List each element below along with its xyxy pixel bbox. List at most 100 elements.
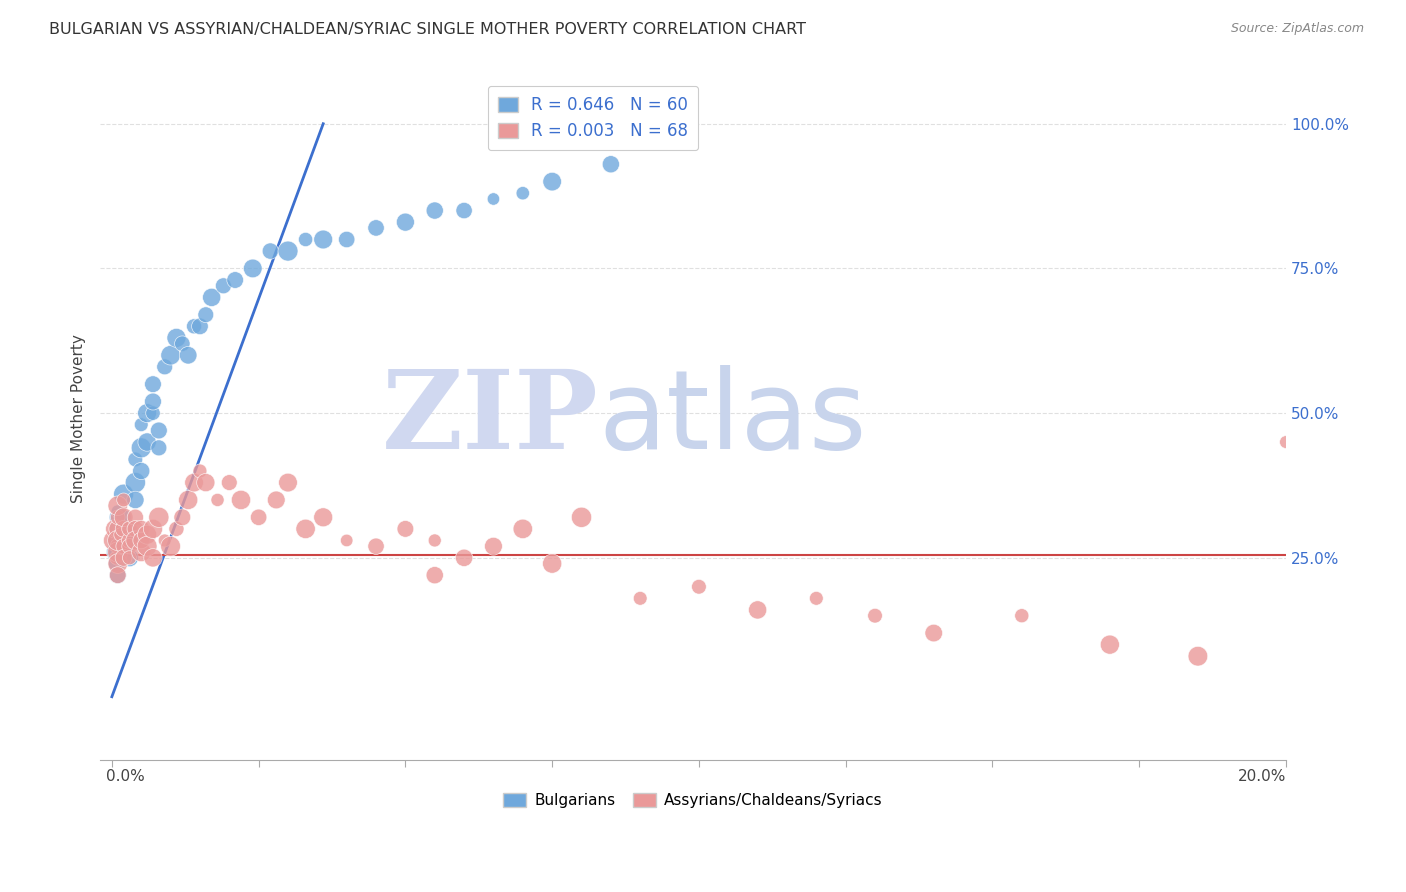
Text: 0.0%: 0.0%	[105, 769, 145, 784]
Point	[599, 157, 621, 171]
Point	[394, 522, 416, 536]
Point	[423, 568, 446, 582]
Point	[172, 510, 194, 524]
Point	[104, 522, 127, 536]
Point	[153, 533, 176, 548]
Point	[482, 192, 505, 206]
Point	[124, 522, 146, 536]
Point	[136, 539, 159, 553]
Point	[172, 336, 194, 351]
Point	[453, 550, 475, 565]
Point	[423, 533, 446, 548]
Point	[229, 492, 252, 507]
Text: atlas: atlas	[598, 366, 866, 473]
Point	[688, 580, 710, 594]
Point	[541, 557, 564, 571]
Point	[112, 539, 135, 553]
Point	[264, 492, 287, 507]
Point	[107, 568, 129, 582]
Point	[1011, 608, 1033, 623]
Point	[136, 406, 159, 420]
Point	[259, 244, 281, 258]
Point	[107, 504, 129, 518]
Point	[453, 203, 475, 218]
Point	[107, 533, 129, 548]
Point	[136, 527, 159, 541]
Point	[294, 232, 316, 246]
Point	[104, 545, 127, 559]
Point	[148, 441, 170, 455]
Point	[194, 475, 217, 490]
Point	[142, 394, 165, 409]
Point	[112, 550, 135, 565]
Point	[148, 424, 170, 438]
Point	[112, 510, 135, 524]
Point	[118, 539, 141, 553]
Point	[104, 539, 127, 553]
Point	[482, 539, 505, 553]
Point	[129, 522, 152, 536]
Point	[118, 522, 141, 536]
Point	[658, 134, 681, 148]
Point	[242, 261, 264, 276]
Point	[118, 539, 141, 553]
Point	[218, 475, 240, 490]
Point	[312, 232, 335, 246]
Point	[112, 510, 135, 524]
Text: ZIP: ZIP	[381, 366, 598, 473]
Point	[103, 533, 125, 548]
Point	[124, 510, 146, 524]
Point	[394, 215, 416, 229]
Point	[247, 510, 270, 524]
Point	[107, 550, 129, 565]
Point	[105, 557, 128, 571]
Point	[277, 475, 299, 490]
Point	[107, 545, 129, 559]
Point	[110, 533, 132, 548]
Point	[747, 603, 769, 617]
Point	[142, 406, 165, 420]
Point	[1275, 435, 1298, 450]
Point	[118, 527, 141, 541]
Point	[571, 510, 593, 524]
Point	[112, 522, 135, 536]
Point	[118, 522, 141, 536]
Text: BULGARIAN VS ASSYRIAN/CHALDEAN/SYRIAC SINGLE MOTHER POVERTY CORRELATION CHART: BULGARIAN VS ASSYRIAN/CHALDEAN/SYRIAC SI…	[49, 22, 806, 37]
Y-axis label: Single Mother Poverty: Single Mother Poverty	[72, 334, 86, 503]
Point	[104, 550, 127, 565]
Point	[107, 522, 129, 536]
Point	[224, 273, 246, 287]
Point	[165, 522, 187, 536]
Point	[512, 186, 534, 201]
Point	[277, 244, 299, 258]
Point	[142, 550, 165, 565]
Point	[107, 510, 129, 524]
Point	[112, 527, 135, 541]
Point	[177, 348, 200, 362]
Point	[207, 492, 229, 507]
Point	[922, 626, 945, 640]
Legend: Bulgarians, Assyrians/Chaldeans/Syriacs: Bulgarians, Assyrians/Chaldeans/Syriacs	[498, 787, 889, 814]
Point	[212, 278, 235, 293]
Point	[142, 377, 165, 392]
Point	[183, 319, 205, 334]
Point	[124, 533, 146, 548]
Point	[512, 522, 534, 536]
Point	[177, 492, 200, 507]
Point	[159, 539, 181, 553]
Point	[112, 487, 135, 501]
Point	[124, 475, 146, 490]
Point	[112, 539, 135, 553]
Point	[124, 492, 146, 507]
Point	[107, 522, 129, 536]
Point	[107, 533, 129, 548]
Point	[129, 417, 152, 432]
Point	[118, 533, 141, 548]
Point	[148, 510, 170, 524]
Point	[118, 550, 141, 565]
Point	[142, 522, 165, 536]
Point	[107, 539, 129, 553]
Point	[107, 510, 129, 524]
Point	[107, 568, 129, 582]
Point	[129, 545, 152, 559]
